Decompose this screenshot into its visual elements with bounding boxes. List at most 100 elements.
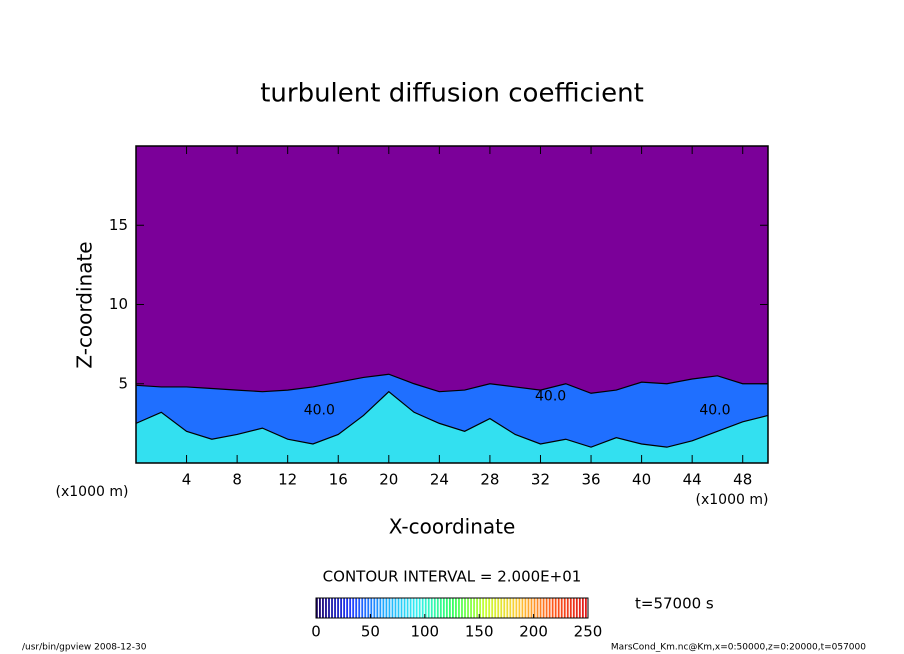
colorbar-stripe (397, 598, 400, 618)
footer-left: /usr/bin/gpview 2008-12-30 (22, 643, 147, 653)
colorbar-stripe (488, 598, 491, 618)
colorbar-tick-label: 0 (311, 623, 321, 641)
colorbar-stripe (515, 598, 518, 618)
colorbar-stripe (581, 598, 584, 618)
colorbar-stripe (473, 598, 475, 618)
colorbar-stripe (439, 598, 442, 618)
colorbar-tick-label: 150 (465, 623, 494, 641)
colorbar-stripe (578, 598, 581, 618)
colorbar-stripe (464, 598, 466, 618)
colorbar-stripe (503, 598, 506, 618)
colorbar-stripe (322, 598, 324, 618)
colorbar-stripe (343, 598, 346, 618)
colorbar-stripe (536, 598, 539, 618)
colorbar-stripe (400, 598, 403, 618)
x-tick-label: 4 (182, 471, 192, 489)
colorbar-stripe (418, 598, 421, 618)
y-tick-label: 10 (109, 295, 128, 313)
colorbar-stripe (572, 598, 575, 618)
colorbar-stripe (566, 598, 569, 618)
x-tick-label: 44 (683, 471, 702, 489)
colorbar-stripe (476, 598, 478, 618)
colorbar-stripe (518, 598, 521, 618)
colorbar-stripe (358, 598, 361, 618)
colorbar-stripe (455, 598, 457, 618)
colorbar-stripe (560, 598, 563, 618)
colorbar-stripe (316, 598, 318, 618)
colorbar-stripe (334, 598, 336, 618)
colorbar-stripe (433, 598, 436, 618)
colorbar-stripe (506, 598, 509, 618)
colorbar-stripe (394, 598, 397, 618)
colorbar-stripe (479, 598, 482, 618)
colorbar-stripe (527, 598, 530, 618)
colorbar-stripe (415, 598, 418, 618)
colorbar-stripe (379, 598, 382, 618)
colorbar-stripe (364, 598, 367, 618)
colorbar-stripe (391, 598, 394, 618)
colorbar-stripe (563, 598, 566, 618)
colorbar-stripe (370, 598, 373, 618)
footer-right: MarsCond_Km.nc@Km,x=0:50000,z=0:20000,t=… (611, 643, 866, 653)
y-tick-label: 5 (118, 374, 128, 392)
colorbar-stripe (482, 598, 485, 618)
colorbar-stripe (406, 598, 409, 618)
colorbar-stripe (421, 598, 424, 618)
x-tick-label: 48 (733, 471, 752, 489)
x-tick-label: 28 (480, 471, 499, 489)
colorbar-stripe (467, 598, 469, 618)
colorbar-stripe (494, 598, 497, 618)
colorbar-stripe (458, 598, 460, 618)
colorbar-stripe (385, 598, 388, 618)
colorbar-tick-label: 50 (361, 623, 380, 641)
colorbar-stripe (575, 598, 578, 618)
contour-line (135, 390, 769, 448)
x-tick-label: 36 (581, 471, 600, 489)
colorbar-stripe (497, 598, 500, 618)
colorbar-stripe (382, 598, 385, 618)
x-tick-label: 32 (531, 471, 550, 489)
colorbar-stripe (352, 598, 355, 618)
colorbar-stripe (485, 598, 488, 618)
colorbar-stripe (551, 598, 554, 618)
contour-label: 40.0 (304, 403, 335, 419)
colorbar-stripe (512, 598, 515, 618)
colorbar-stripe (337, 598, 339, 618)
colorbar-stripe (367, 598, 370, 618)
colorbar-stripe (500, 598, 503, 618)
x-tick-label: 12 (278, 471, 297, 489)
colorbar-stripe (376, 598, 379, 618)
colorbar-stripe (584, 598, 587, 618)
colorbar-stripe (530, 598, 533, 618)
colorbar-stripe (442, 598, 445, 618)
contour-interval: CONTOUR INTERVAL = 2.000E+01 (323, 568, 582, 586)
x-tick-label: 20 (379, 471, 398, 489)
colorbar-stripe (542, 598, 545, 618)
colorbar-tick-label: 200 (519, 623, 548, 641)
colorbar-stripe (491, 598, 494, 618)
colorbar-stripe (548, 598, 551, 618)
colorbar-stripe (355, 598, 358, 618)
y-tick-label: 15 (109, 216, 128, 234)
colorbar-stripe (403, 598, 406, 618)
colorbar-stripe (569, 598, 572, 618)
colorbar-stripe (445, 598, 448, 618)
colorbar-frame (315, 597, 589, 619)
colorbar-tick-label: 250 (574, 623, 603, 641)
colorbar-stripe (436, 598, 439, 618)
x-tick-label: 8 (232, 471, 242, 489)
colorbar-stripe (424, 598, 427, 618)
colorbar-stripe (557, 598, 560, 618)
contour-line (135, 373, 768, 394)
contour-label: 40.0 (699, 403, 730, 419)
colorbar-stripe (470, 598, 472, 618)
colorbar-stripe (319, 598, 321, 618)
y-axis-label: Z-coordinate (73, 241, 97, 368)
colorbar-stripe (328, 598, 330, 618)
colorbar-stripe (524, 598, 527, 618)
colorbar-stripe (461, 598, 463, 618)
colorbar-stripe (509, 598, 512, 618)
colorbar-stripe (325, 598, 327, 618)
colorbar-stripe (412, 598, 415, 618)
x-tick-label: 24 (430, 471, 449, 489)
